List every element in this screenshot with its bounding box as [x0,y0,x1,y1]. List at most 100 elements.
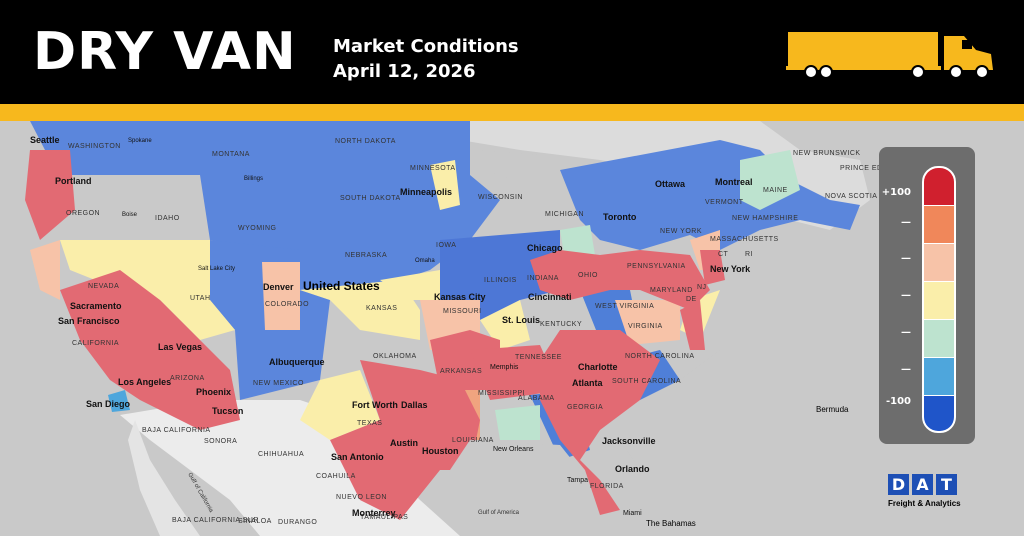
legend-bottom-label: -100 [885,396,911,407]
us-market-map: WASHINGTON MONTANA NORTH DAKOTA MINNESOT… [0,121,1024,536]
state-label: WASHINGTON [68,143,121,150]
state-label: CT [718,251,729,258]
legend-tick: — [901,290,911,301]
city-label: New York [710,264,751,274]
state-label: TAMAULIPAS [360,514,408,521]
state-label: DE [686,296,697,303]
legend-tick: — [901,253,911,264]
legend-tick: — [901,217,911,228]
state-label: NEW BRUNSWICK [793,150,861,157]
state-label: TENNESSEE [515,354,562,361]
truck-icon [786,32,993,79]
state-label: GEORGIA [567,404,603,411]
state-label: SONORA [204,438,237,445]
state-label: TEXAS [357,420,382,427]
state-label: OHIO [578,272,598,279]
city-label: Salt Lake City [198,266,235,272]
city-label: Dallas [401,400,428,410]
state-label: NEW YORK [660,228,702,235]
state-label: NORTH DAKOTA [335,138,396,145]
legend-swatch [924,358,954,396]
state-label: WISCONSIN [478,194,523,201]
city-label: Minneapolis [400,187,452,197]
city-label: Las Vegas [158,342,202,352]
market-subtitle: Market Conditions April 12, 2026 [333,34,519,84]
state-label: PENNSYLVANIA [627,263,686,270]
legend-swatch [924,168,954,206]
city-label: Atlanta [572,378,603,388]
city-label: Austin [390,438,418,448]
state-label: WYOMING [238,225,277,232]
state-label: NEVADA [88,283,119,290]
state-label: UTAH [190,295,211,302]
city-label: Monterrey [352,508,396,518]
state-label: COAHUILA [316,473,356,480]
city-label: Omaha [415,258,435,264]
legend-top-label: +100 [881,187,911,198]
state-label: LOUISIANA [452,437,494,444]
city-label: Miami [623,510,642,517]
state-label: KENTUCKY [540,321,582,328]
state-label: MISSISSIPPI [478,390,525,397]
state-label: ALABAMA [518,395,555,402]
city-label: Albuquerque [269,357,325,367]
logo-letter: A [912,474,933,495]
state-label: NJ [697,284,707,291]
city-label: Orlando [615,464,650,474]
water-label: The Bahamas [646,519,696,528]
state-label: DURANGO [278,519,317,526]
state-label: NEW HAMPSHIRE [732,215,798,222]
city-label: Montreal [715,177,753,187]
state-label: SOUTH DAKOTA [340,195,401,202]
legend-swatch [924,206,954,244]
state-label: NEBRASKA [345,252,387,259]
state-label: MINNESOTA [410,165,456,172]
state-label: BAJA CALIFORNIA SUR [172,517,259,524]
logo-tagline: Freight & Analytics [888,499,961,508]
state-label: MAINE [763,187,788,194]
logo-letter: D [888,474,909,495]
state-label: OKLAHOMA [373,353,417,360]
state-label: KANSAS [366,305,397,312]
state-label: FLORIDA [590,483,624,490]
state-label: CALIFORNIA [72,340,119,347]
state-label: SINALOA [238,518,272,525]
state-label: CHIHUAHUA [258,451,304,458]
city-label: Fort Worth [352,400,398,410]
city-label: Memphis [490,364,519,371]
city-label: Los Angeles [118,377,171,387]
city-label: Denver [263,282,294,292]
legend-swatch [924,320,954,358]
state-label: OREGON [66,210,100,217]
city-label: Billings [244,176,263,182]
legend-tick: — [901,327,911,338]
state-label: MARYLAND [650,287,693,294]
legend-tick: — [901,364,911,375]
city-label: Tampa [567,477,588,484]
city-label: San Francisco [58,316,120,326]
city-label: Boise [122,212,138,218]
city-label: Jacksonville [602,436,656,446]
header-bar: DRY VAN Market Conditions April 12, 2026 [0,0,1024,104]
city-label: Sacramento [70,301,122,311]
city-label: St. Louis [502,315,540,325]
state-label: IDAHO [155,215,180,222]
state-label: MONTANA [212,151,250,158]
water-label: Gulf of America [478,510,520,516]
state-label: WEST VIRGINIA [595,303,654,310]
state-label: MASSACHUSETTS [710,236,779,243]
state-label: SOUTH CAROLINA [612,378,681,385]
state-label: VERMONT [705,199,744,206]
city-label: Charlotte [578,362,618,372]
state-label: COLORADO [265,301,309,308]
city-label: Spokane [128,138,152,144]
city-label: Cincinnati [528,292,572,302]
subtitle-market-conditions: Market Conditions [333,36,519,57]
state-label: NEW MEXICO [253,380,304,387]
state-label: NOVA SCOTIA [825,193,877,200]
state-label: NORTH CAROLINA [625,353,695,360]
city-label: Phoenix [196,387,231,397]
state-label: MICHIGAN [545,211,584,218]
page-title: DRY VAN [33,22,297,82]
rate-legend: +100 — — — — — -100 [879,147,975,444]
